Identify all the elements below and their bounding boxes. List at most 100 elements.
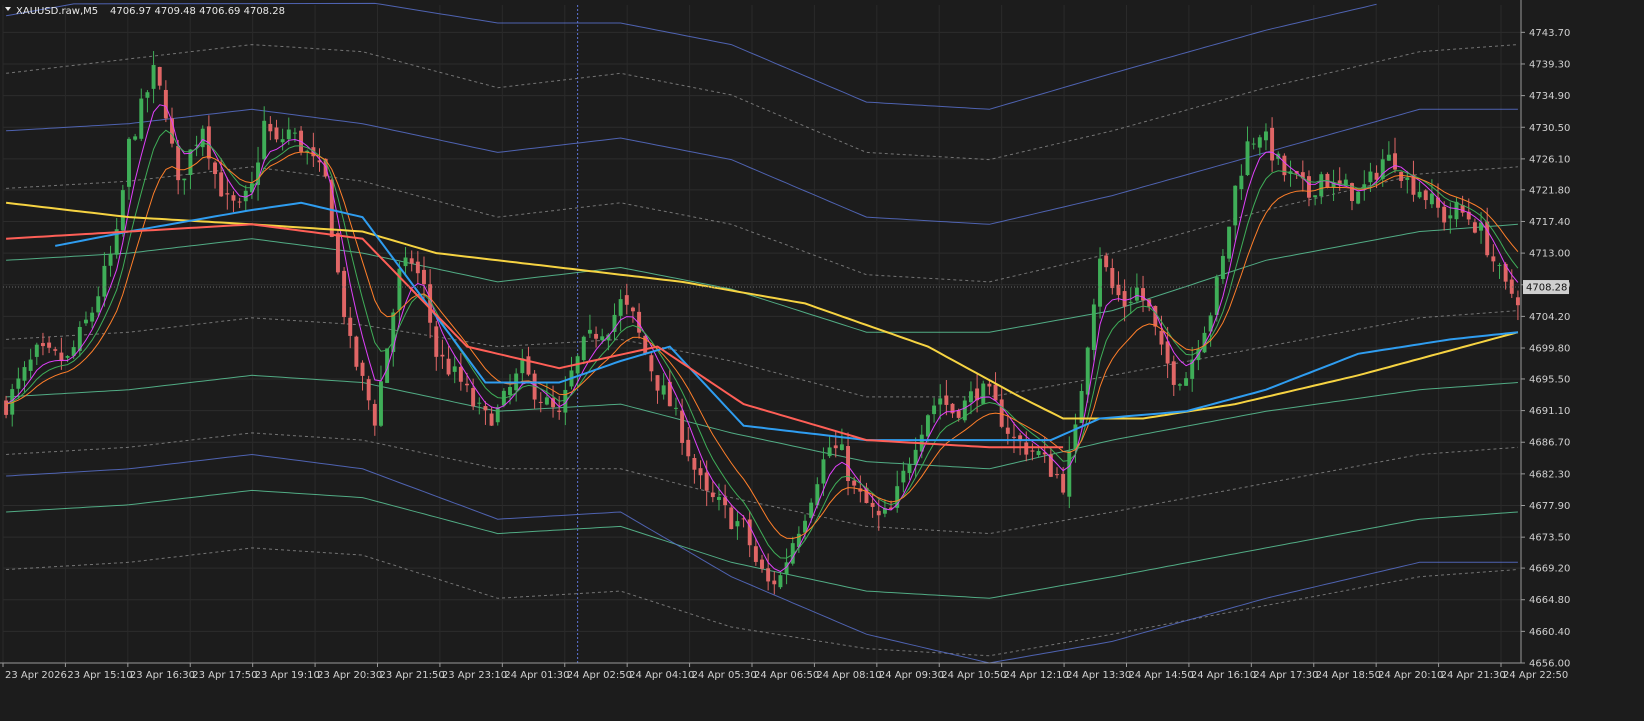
candle-body — [1307, 176, 1311, 198]
candle-body — [471, 387, 476, 407]
y-tick-label: 4739.30 — [1529, 59, 1570, 70]
candle-body — [188, 149, 193, 175]
candle-body — [1048, 454, 1053, 477]
y-tick-label: 4677.90 — [1529, 501, 1570, 512]
candle-body — [950, 403, 955, 414]
candle-body — [544, 397, 549, 405]
candle-body — [741, 518, 746, 520]
candle-body — [1429, 193, 1434, 205]
candle-body — [1085, 347, 1090, 395]
candle-body — [962, 400, 967, 421]
candle-body — [803, 520, 807, 533]
candle-body — [422, 269, 426, 285]
candle-body — [975, 388, 980, 401]
candle-body — [858, 488, 863, 492]
candle-body — [870, 502, 875, 507]
candle-body — [1141, 288, 1146, 301]
candle-body — [1503, 263, 1508, 282]
x-tick-label: 24 Apr 20:10 — [1378, 670, 1443, 681]
candle-body — [649, 355, 654, 372]
candlesticks — [4, 51, 1520, 595]
x-tick-label: 23 Apr 15:10 — [67, 670, 132, 681]
candle-body — [428, 284, 433, 323]
band-line — [6, 44, 1518, 161]
candle-body — [1448, 215, 1453, 219]
y-tick-label: 4673.50 — [1529, 533, 1570, 544]
candle-body — [133, 136, 138, 140]
candle-body — [1073, 424, 1078, 450]
candle-body — [1497, 264, 1502, 266]
candle-body — [594, 333, 599, 339]
candle-body — [243, 190, 248, 202]
candle-body — [1491, 256, 1496, 262]
candle-body — [108, 253, 113, 266]
candle-body — [1110, 268, 1115, 289]
candle-body — [268, 123, 273, 132]
current-price-box — [1523, 280, 1569, 295]
candle-body — [1257, 137, 1262, 148]
candle-body — [34, 344, 39, 357]
candle-body — [895, 486, 900, 508]
ema_red-line — [6, 223, 1064, 449]
candle-body — [1350, 183, 1354, 201]
y-tick-label: 4721.80 — [1529, 185, 1570, 196]
candle-body — [292, 132, 297, 134]
y-tick-label: 4743.70 — [1529, 28, 1570, 39]
candle-body — [833, 445, 838, 449]
candle-body — [1042, 452, 1047, 455]
candle-body — [944, 395, 949, 405]
band-line — [6, 453, 1518, 664]
x-tick-label: 24 Apr 01:30 — [504, 670, 569, 681]
candle-body — [606, 334, 611, 341]
candle-body — [391, 312, 396, 352]
candle-body — [1220, 255, 1225, 280]
candle-body — [1214, 277, 1219, 315]
candle-body — [1399, 171, 1404, 181]
band-line — [6, 310, 1518, 398]
candle-body — [815, 484, 820, 506]
candle-body — [581, 336, 586, 361]
candle-body — [809, 502, 814, 518]
candle-body — [1024, 442, 1029, 455]
candle-body — [772, 580, 777, 585]
candle-body — [262, 120, 267, 160]
candle-body — [1368, 171, 1373, 183]
candle-body — [274, 127, 279, 140]
candle-body — [446, 358, 451, 375]
candle-body — [151, 65, 156, 89]
candle-body — [852, 480, 857, 486]
candle-body — [729, 507, 734, 530]
y-tick-label: 4669.20 — [1529, 564, 1570, 575]
candle-body — [889, 507, 894, 510]
candle-body — [77, 326, 82, 351]
candle-body — [673, 407, 678, 409]
candle-body — [495, 407, 500, 423]
candle-body — [219, 172, 224, 197]
candle-body — [704, 472, 709, 491]
triangle-down-icon[interactable] — [5, 7, 11, 11]
candle-body — [65, 356, 70, 358]
x-tick-label: 24 Apr 18:50 — [1316, 670, 1381, 681]
candle-body — [968, 391, 973, 403]
candle-body — [1036, 450, 1041, 456]
candle-body — [1104, 255, 1109, 268]
x-tick-label: 23 Apr 19:10 — [255, 670, 320, 681]
candle-body — [784, 562, 789, 575]
candle-body — [1485, 221, 1490, 256]
y-tick-label: 4730.50 — [1529, 123, 1570, 134]
candle-body — [1380, 159, 1385, 179]
y-tick-label: 4660.40 — [1529, 627, 1570, 638]
candle-body — [692, 458, 697, 470]
candle-body — [397, 268, 402, 311]
candle-body — [1263, 131, 1268, 141]
x-tick-label: 24 Apr 12:10 — [1004, 670, 1069, 681]
candle-body — [354, 336, 359, 367]
x-tick-label: 23 Apr 16:30 — [130, 670, 195, 681]
candle-body — [120, 190, 125, 231]
candle-body — [1165, 341, 1170, 364]
x-tick-label: 24 Apr 17:30 — [1253, 670, 1318, 681]
candle-body — [317, 160, 322, 163]
candle-body — [1147, 299, 1152, 307]
